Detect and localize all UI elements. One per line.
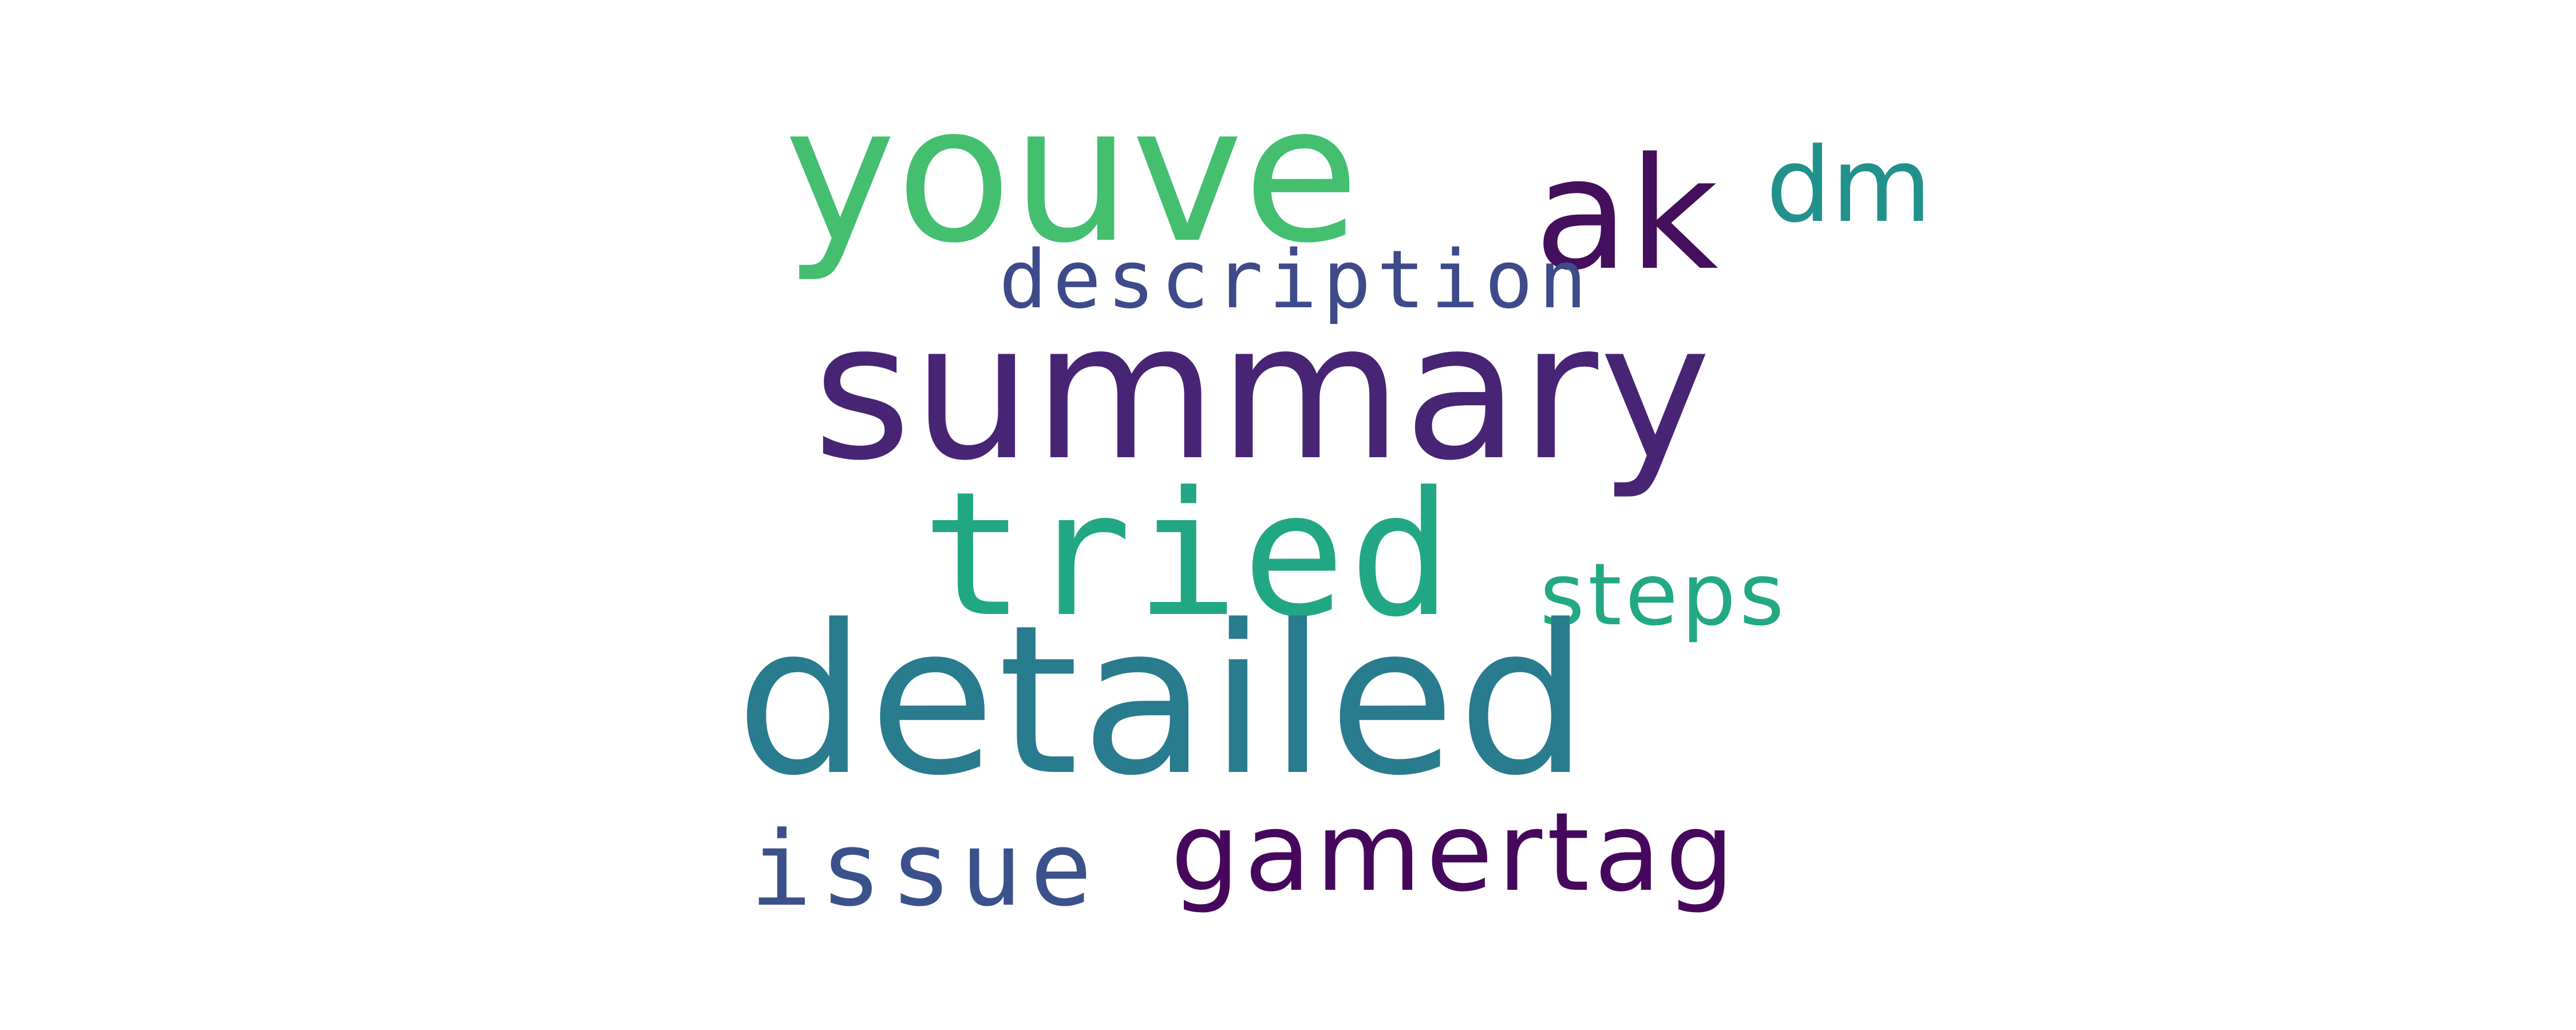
word-steps: steps <box>1540 545 1788 645</box>
word-issue: issue <box>750 810 1100 929</box>
word-ak: ak <box>1534 124 1718 304</box>
word-summary: summary <box>813 282 1713 502</box>
word-youve: youve <box>784 65 1360 284</box>
word-dm: dm <box>1766 126 1932 245</box>
word-gamertag: gamertag <box>1171 789 1739 916</box>
word-tried: tried <box>922 455 1456 655</box>
word-description: description <box>999 233 1593 327</box>
word-detailed: detailed <box>736 581 1591 821</box>
